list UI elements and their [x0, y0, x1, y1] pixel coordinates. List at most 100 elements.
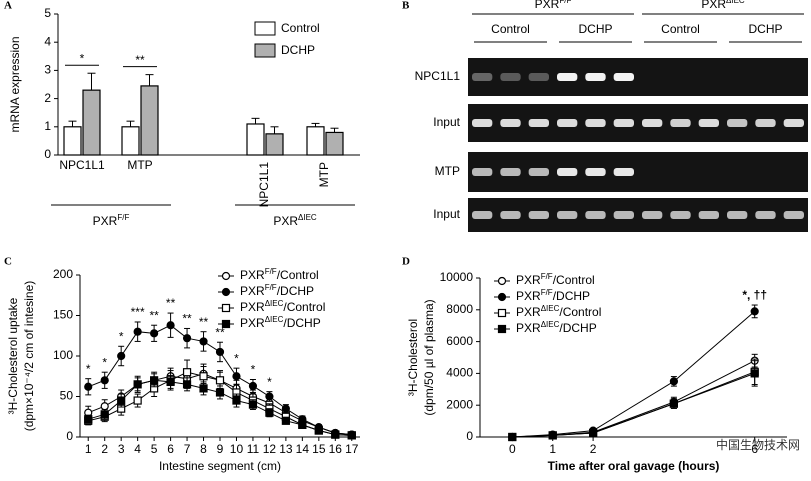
legend-swatch — [254, 21, 276, 36]
legend-label: PXRF/F/DCHP — [516, 288, 590, 304]
legend-label-part: PXR — [240, 268, 265, 282]
point — [589, 428, 598, 438]
gel-band — [557, 73, 578, 81]
point — [182, 368, 192, 377]
y-tick-label: 150 — [53, 308, 73, 322]
genotype-label-part: PXR — [535, 0, 560, 11]
point — [265, 408, 274, 417]
watermark: 中国生物技术网 — [716, 437, 800, 452]
point — [100, 410, 109, 419]
x-tick-label: 11 — [247, 442, 260, 456]
significance-label: ** — [135, 53, 145, 67]
gel-band — [528, 119, 549, 127]
point — [182, 334, 192, 343]
point — [215, 388, 225, 397]
point — [166, 377, 175, 387]
genotype-label-part: ΔIEC — [726, 0, 745, 5]
annotation: * — [102, 355, 107, 369]
y-tick-label: 10000 — [440, 270, 474, 284]
point — [100, 376, 109, 385]
bar — [246, 123, 265, 156]
group-label-part: ΔIEC — [298, 213, 317, 222]
legend-label-part: PXR — [516, 273, 541, 287]
annotation: ** — [166, 296, 176, 310]
gel-band — [585, 119, 606, 127]
point — [166, 321, 175, 330]
y-tick-label: 200 — [53, 267, 73, 281]
legend-label-part: F/F — [541, 272, 553, 281]
x-tick-label: 4 — [134, 442, 141, 456]
gel-band — [755, 211, 776, 219]
legend-label-part: /DCHP — [277, 284, 314, 298]
point — [215, 376, 225, 385]
legend-label: PXRF/F/Control — [240, 267, 319, 283]
point — [281, 404, 290, 413]
bar — [82, 89, 101, 156]
group-label-part: PXR — [93, 214, 118, 228]
legend-label-part: F/F — [265, 267, 277, 276]
point — [669, 377, 678, 386]
group-label: PXRF/F — [93, 213, 130, 229]
y-tick-label: 50 — [60, 389, 74, 403]
genotype-label-part: F/F — [559, 0, 571, 5]
series-line — [512, 372, 755, 438]
point — [215, 347, 225, 357]
gel-band — [783, 119, 804, 127]
point — [331, 430, 340, 439]
y-tick-label: 2000 — [446, 397, 473, 411]
row-label: Input — [433, 207, 460, 221]
annotation: * — [234, 351, 239, 365]
legend-label-part: /DCHP — [553, 289, 590, 303]
point — [133, 327, 142, 336]
panel-letter: A — [4, 0, 12, 12]
x-tick-label: MTP — [127, 158, 152, 172]
y-axis-label: ³H-Cholesterol uptake — [6, 297, 20, 414]
treatment-label: Control — [491, 22, 530, 36]
gel-band — [670, 119, 691, 127]
x-tick-label: 17 — [345, 442, 359, 456]
gel-band — [613, 168, 634, 176]
y-axis-label: (dpm×10⁻⁴/2 cm of intesine) — [22, 281, 36, 432]
point — [281, 416, 290, 425]
y-tick-label: 0 — [466, 429, 473, 443]
gel-strip — [468, 58, 808, 96]
annotation: * — [267, 375, 272, 389]
treatment-label: Control — [661, 22, 700, 36]
y-tick-label: 100 — [53, 348, 73, 362]
y-tick-label: 3 — [44, 63, 51, 77]
point — [750, 307, 759, 316]
x-tick-label: 14 — [296, 442, 310, 456]
gel-band — [557, 168, 578, 176]
legend-label-part: /Control — [553, 273, 595, 287]
gel-band — [500, 211, 521, 219]
legend-label-part: F/F — [541, 288, 553, 297]
x-axis-label: Time after oral gavage (hours) — [548, 459, 720, 473]
legend-label-part: PXR — [516, 321, 541, 335]
gel-band — [585, 211, 606, 219]
gel-strip — [468, 152, 808, 192]
bar — [63, 126, 82, 156]
legend-label-part: /Control — [277, 268, 319, 282]
point — [150, 376, 159, 385]
legend-label-part: F/F — [265, 283, 277, 292]
legend-label-part: PXR — [240, 300, 265, 314]
x-tick-label: 1 — [549, 442, 556, 456]
annotation: ** — [149, 308, 159, 322]
point — [248, 381, 258, 391]
gel-band — [500, 119, 521, 127]
legend-label-part: /DCHP — [283, 316, 320, 330]
genotype-label-part: PXR — [701, 0, 726, 11]
x-tick-label: 3 — [118, 442, 125, 456]
legend-label: PXRΔIEC/Control — [240, 299, 325, 315]
point — [199, 337, 208, 346]
x-tick-label: 0 — [509, 442, 516, 456]
legend-label-part: /DCHP — [559, 321, 596, 335]
group-label-part: PXR — [273, 214, 298, 228]
point — [298, 420, 307, 429]
bar — [140, 85, 159, 156]
x-tick-label: 15 — [312, 442, 326, 456]
gel-band — [472, 119, 493, 127]
y-tick-label: 0 — [66, 429, 73, 443]
legend-label-part: /Control — [559, 305, 601, 319]
legend-label-part: PXR — [240, 316, 265, 330]
